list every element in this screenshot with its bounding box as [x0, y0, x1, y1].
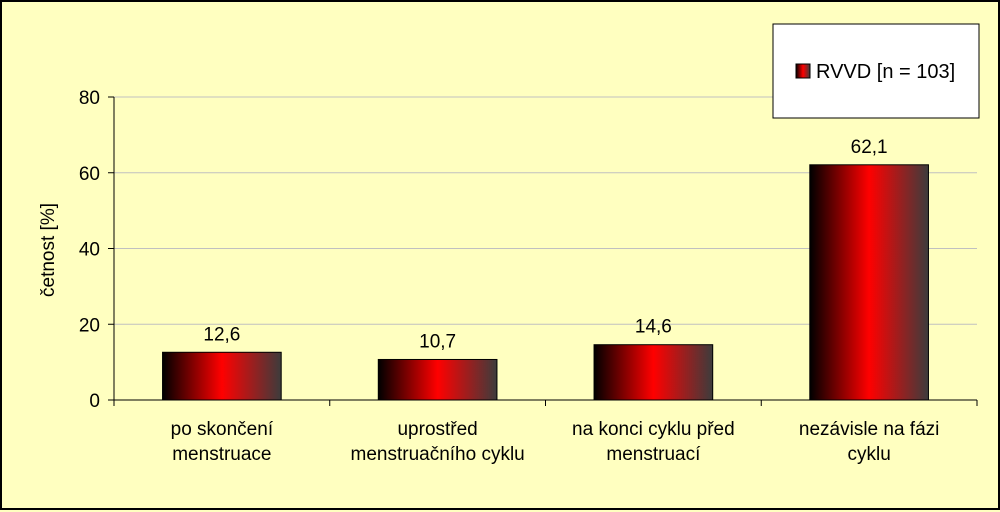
data-label: 10,7 — [419, 331, 456, 352]
y-tick-label: 80 — [79, 88, 100, 109]
y-tick-label: 40 — [79, 240, 100, 261]
bar-2 — [593, 344, 714, 401]
data-label: 14,6 — [635, 317, 672, 338]
y-tick-label: 20 — [79, 315, 100, 336]
bar-3 — [809, 164, 929, 401]
bar-1 — [377, 358, 498, 401]
x-category-label: menstruačního cyklu — [351, 444, 525, 465]
legend-swatch — [795, 63, 811, 79]
legend: RVVD [n = 103] — [772, 23, 980, 119]
x-category-label: po skončení — [171, 419, 274, 440]
x-category-label: nezávisle na fázi — [799, 419, 939, 440]
y-tick-label: 0 — [89, 391, 100, 412]
x-category-label: menstruace — [172, 444, 271, 465]
x-category-label: na konci cyklu před — [572, 419, 735, 440]
bar-0 — [162, 351, 282, 401]
y-tick-label: 60 — [79, 164, 100, 185]
data-label: 62,1 — [851, 137, 888, 158]
data-label: 12,6 — [203, 324, 240, 345]
legend-label: RVVD [n = 103] — [816, 61, 955, 83]
x-category-label: uprostřed — [397, 419, 477, 440]
y-axis-title: četnost [%] — [38, 203, 59, 297]
x-category-label: cyklu — [847, 444, 890, 465]
x-category-label: menstruací — [606, 444, 701, 465]
